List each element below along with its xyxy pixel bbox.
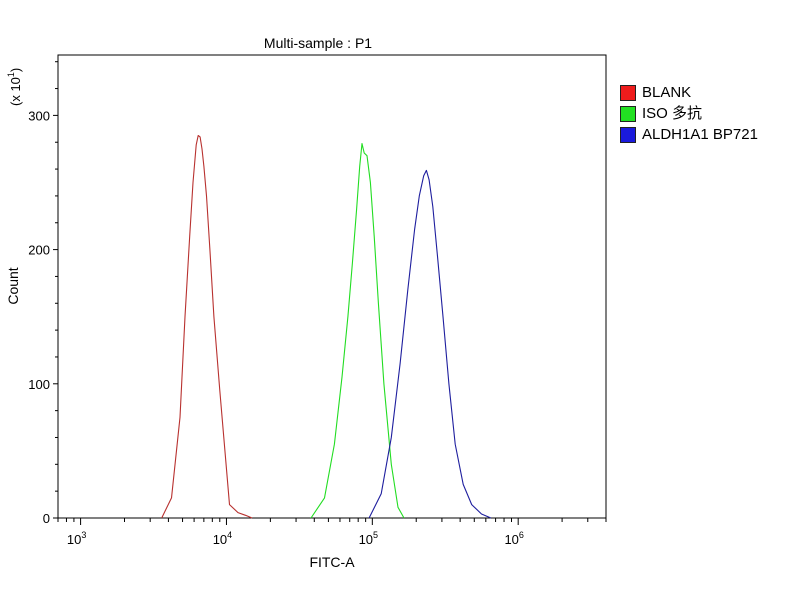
plot-frame <box>57 54 607 519</box>
legend-swatch-blank <box>620 84 636 101</box>
legend-swatch-aldh1a1 <box>620 126 636 143</box>
x-tick-label: 105 <box>359 530 378 547</box>
legend-label-iso: ISO 多抗 <box>642 104 703 122</box>
series-line-2 <box>368 169 492 519</box>
y-axis-label: Count <box>5 267 21 304</box>
legend-item-blank: BLANK <box>620 82 758 103</box>
y-multiplier-label: (x 101) <box>6 68 23 106</box>
y-multiplier-exponent: 1 <box>6 72 16 77</box>
x-tick-label: 103 <box>67 530 86 547</box>
chart-title: Multi-sample : P1 <box>264 35 372 51</box>
y-multiplier-suffix: ) <box>8 68 23 72</box>
x-tick-label: 104 <box>213 530 232 547</box>
y-tick-label: 300 <box>28 108 50 123</box>
legend-label-blank: BLANK <box>642 83 692 101</box>
x-axis-label: FITC-A <box>309 554 355 570</box>
legend-item-iso: ISO 多抗 <box>620 103 758 124</box>
series-line-1 <box>310 143 405 519</box>
y-multiplier-prefix: (x 10 <box>8 77 23 106</box>
y-tick-label: 200 <box>28 243 50 258</box>
y-tick-label: 100 <box>28 377 50 392</box>
x-tick-label: 106 <box>504 530 523 547</box>
legend-item-aldh1a1: ALDH1A1 BP721 <box>620 124 758 145</box>
legend: BLANK ISO 多抗 ALDH1A1 BP721 <box>620 82 758 145</box>
series-layer <box>161 134 492 519</box>
y-tick-label: 0 <box>43 511 50 526</box>
axes-layer: 0 100 200 300 103 104 105 106 <box>28 61 607 547</box>
legend-label-aldh1a1: ALDH1A1 BP721 <box>642 125 758 143</box>
legend-swatch-iso <box>620 105 636 122</box>
series-line-0 <box>161 134 253 519</box>
